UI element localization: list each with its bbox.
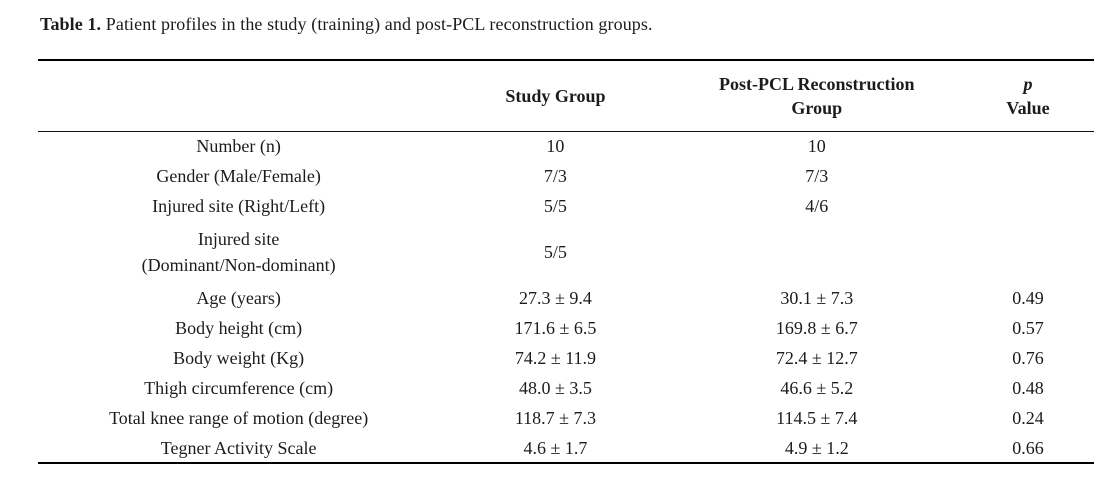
- header-cell-p-value: p Value: [961, 60, 1094, 132]
- post-pcl-value: 4/6: [805, 196, 829, 216]
- p-value: 0.57: [1012, 318, 1044, 338]
- p-value: [962, 131, 1094, 161]
- table-row: Age (years) 27.3 ± 9.4 30.1 ± 7.3 0.49: [38, 283, 1094, 313]
- post-pcl-value: 169.8 ± 6.7: [775, 318, 858, 338]
- p-value: 0.48: [1012, 378, 1044, 398]
- study-group-value: 48.0 ± 3.5: [518, 378, 592, 398]
- post-pcl-value: 30.1 ± 7.3: [780, 288, 854, 308]
- post-pcl-value: 46.6 ± 5.2: [780, 378, 854, 398]
- study-group-value: 74.2 ± 11.9: [514, 348, 597, 368]
- row-label: Body weight (Kg): [173, 348, 305, 368]
- table-row: Injured site (Right/Left) 5/5 4/6: [38, 191, 1094, 221]
- study-group-value: 171.6 ± 6.5: [514, 318, 597, 338]
- header-p-value-label: Value: [1006, 97, 1050, 118]
- table-row: Tegner Activity Scale 4.6 ± 1.7 4.9 ± 1.…: [38, 433, 1094, 463]
- table-header-row: Study Group Post-PCL Reconstruction Grou…: [38, 60, 1094, 132]
- header-cell-post-pcl-group: Post-PCL Reconstruction Group: [671, 60, 962, 132]
- p-value: 0.76: [1012, 348, 1044, 368]
- p-value: [962, 161, 1094, 191]
- table-body: Number (n) 10 10 Gender (Male/Female) 7/…: [38, 131, 1094, 463]
- table-caption-number: Table 1.: [40, 14, 102, 34]
- row-label: Body height (cm): [175, 318, 303, 338]
- row-label: Injured site (Right/Left): [152, 196, 326, 216]
- p-value: [962, 221, 1094, 283]
- study-group-value: 7/3: [543, 166, 567, 186]
- p-value: 0.66: [1012, 437, 1044, 458]
- p-value: 0.49: [1012, 288, 1044, 308]
- study-group-value: 118.7 ± 7.3: [514, 408, 597, 428]
- post-pcl-value: 72.4 ± 12.7: [775, 348, 858, 368]
- study-group-value: 5/5: [543, 242, 567, 262]
- row-label: Tegner Activity Scale: [160, 437, 317, 458]
- p-value: 0.24: [1012, 408, 1044, 428]
- row-label: Gender (Male/Female): [156, 166, 321, 186]
- table-row: Number (n) 10 10: [38, 131, 1094, 161]
- row-label: Thigh circumference (cm): [144, 378, 334, 398]
- patient-profiles-table-container: Study Group Post-PCL Reconstruction Grou…: [38, 59, 1094, 464]
- post-pcl-value: 7/3: [805, 166, 829, 186]
- p-value: [962, 191, 1094, 221]
- row-label: Number (n): [196, 136, 281, 157]
- post-pcl-value: 10: [807, 136, 826, 157]
- header-p-symbol: p: [1023, 73, 1033, 94]
- header-cell-study-group: Study Group: [439, 60, 672, 132]
- post-pcl-value: 114.5 ± 7.4: [776, 408, 858, 428]
- table-row: Total knee range of motion (degree) 118.…: [38, 403, 1094, 433]
- header-cell-empty: [38, 60, 440, 132]
- table-row: Body weight (Kg) 74.2 ± 11.9 72.4 ± 12.7…: [38, 343, 1094, 373]
- study-group-value: 27.3 ± 9.4: [518, 288, 592, 308]
- table-row: Injured site (Dominant/Non-dominant) 5/5: [38, 221, 1094, 283]
- post-pcl-value: [672, 221, 962, 283]
- row-label: Total knee range of motion (degree): [109, 408, 369, 428]
- table-row: Body height (cm) 171.6 ± 6.5 169.8 ± 6.7…: [38, 313, 1094, 343]
- table-header: Study Group Post-PCL Reconstruction Grou…: [38, 60, 1094, 132]
- study-group-value: 4.6 ± 1.7: [523, 437, 588, 458]
- row-label: Age (years): [196, 288, 281, 308]
- row-label: Injured site (Dominant/Non-dominant): [141, 229, 336, 275]
- header-post-pcl-label: Post-PCL Reconstruction Group: [719, 73, 915, 118]
- table-caption-text: Patient profiles in the study (training)…: [101, 14, 653, 34]
- post-pcl-value: 4.9 ± 1.2: [784, 437, 849, 458]
- study-group-value: 10: [546, 136, 565, 157]
- table-row: Gender (Male/Female) 7/3 7/3: [38, 161, 1094, 191]
- table-row: Thigh circumference (cm) 48.0 ± 3.5 46.6…: [38, 373, 1094, 403]
- patient-profiles-table: Study Group Post-PCL Reconstruction Grou…: [38, 59, 1094, 464]
- table-caption: Table 1. Patient profiles in the study (…: [40, 12, 653, 36]
- study-group-value: 5/5: [543, 196, 567, 216]
